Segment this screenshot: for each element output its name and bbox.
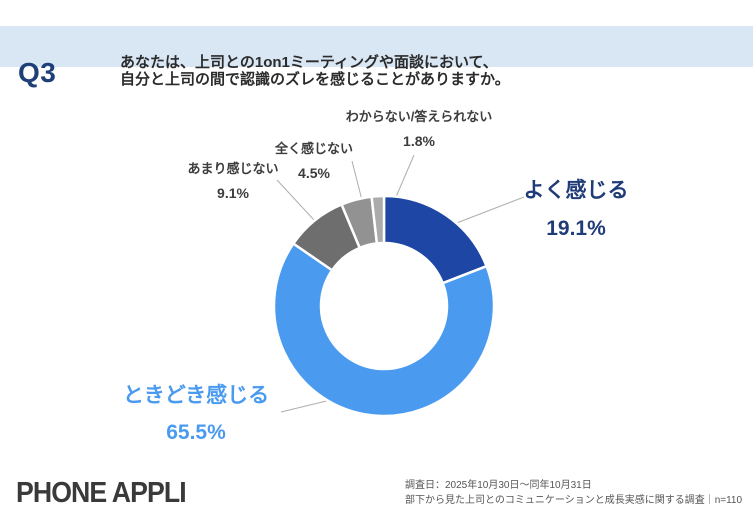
question-text-line1: あなたは、上司との1on1ミーティングや面談において、 <box>120 54 498 71</box>
question-text: あなたは、上司との1on1ミーティングや面談において、 自分と上司の間で認識のズ… <box>120 54 510 88</box>
question-number: Q3 <box>18 57 57 88</box>
phone-appli-logo: PHONE APPLI <box>16 477 187 509</box>
callout-yoku-kanjiru: よく感じる 19.1% <box>486 178 666 241</box>
callout-wakaranai: わからない/答えられない 1.8% <box>329 109 509 149</box>
callout-label: あまり感じない <box>187 161 279 176</box>
callout-value: 4.5% <box>298 165 330 181</box>
question-header-band: Q3 あなたは、上司との1on1ミーティングや面談において、 自分と上司の間で認… <box>0 26 753 88</box>
callout-label: よく感じる <box>523 179 629 202</box>
donut-segment-0 <box>382 194 488 285</box>
donut-segment-4 <box>370 194 386 245</box>
callout-tokidoki-kanjiru: ときどき感じる 65.5% <box>96 383 296 445</box>
callout-value: 9.1% <box>217 185 249 201</box>
callout-amari-kanjinai: あまり感じない 9.1% <box>163 161 303 201</box>
callout-label: 全く感じない <box>274 141 353 156</box>
donut-segment-1 <box>272 242 496 418</box>
survey-footnote: 調査日：2025年10月30日～同年10月31日 部下から見た上司とのコミュニケ… <box>405 478 742 508</box>
callout-value: 65.5% <box>166 421 226 444</box>
question-text-line2: 自分と上司の間で認識のズレを感じることがありますか。 <box>120 71 510 88</box>
callout-label: ときどき感じる <box>122 384 270 407</box>
survey-date: 調査日：2025年10月30日～同年10月31日 <box>405 480 592 491</box>
survey-title: 部下から見た上司とのコミュニケーションと成長実感に関する調査｜n=110 <box>405 495 743 506</box>
callout-label: わからない/答えられない <box>345 109 493 124</box>
callout-value: 19.1% <box>546 217 606 240</box>
callout-mattaku-kanjinai: 全く感じない 4.5% <box>254 141 374 181</box>
callout-value: 1.8% <box>403 133 435 149</box>
leader-line-3 <box>351 160 364 205</box>
